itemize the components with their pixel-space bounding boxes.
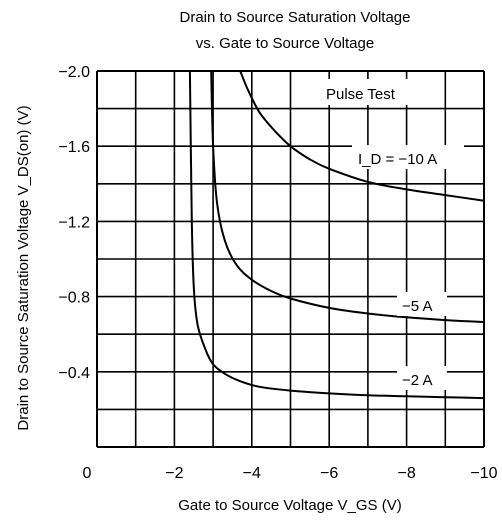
series-label-bg-2a xyxy=(397,366,447,390)
y-tick-label: −0.8 xyxy=(58,290,90,307)
x-tick-label: −2 xyxy=(165,465,183,482)
x-tick-label: −10 xyxy=(470,465,497,482)
y-axis-label: Drain to Source Saturation Voltage V_DS(… xyxy=(15,105,32,430)
x-tick-label: −8 xyxy=(397,465,415,482)
curve-id-2a xyxy=(188,70,485,400)
series-label-10a: I_D = −10 A xyxy=(358,151,437,168)
y-tick-label: −1.6 xyxy=(58,139,90,156)
series-lines xyxy=(188,70,485,400)
chart-subtitle: vs. Gate to Source Voltage xyxy=(196,35,374,52)
y-tick-label: −2.0 xyxy=(58,64,90,81)
chart-title: Drain to Source Saturation Voltage xyxy=(180,9,411,26)
pulse-test-annotation: Pulse Test xyxy=(326,86,396,103)
x-tick-label: −4 xyxy=(243,465,261,482)
x-tick-label: −6 xyxy=(320,465,338,482)
x-tick-labels: 0 −2 −4 −6 −8 −10 xyxy=(83,465,498,482)
series-label-2a: −2 A xyxy=(402,372,432,389)
y-tick-label: −0.4 xyxy=(58,365,90,382)
pulse-test-label-bg xyxy=(320,79,432,105)
curve-id-10a xyxy=(239,70,485,202)
series-label-bg-10a xyxy=(352,145,464,169)
series-label-5a: −5 A xyxy=(402,298,432,315)
x-tick-label: 0 xyxy=(83,465,92,482)
x-axis-label: Gate to Source Voltage V_GS (V) xyxy=(178,497,401,514)
curve-id-5a xyxy=(210,70,485,323)
series-label-bg-5a xyxy=(397,292,447,316)
y-tick-labels: −0.4 −0.8 −1.2 −1.6 −2.0 xyxy=(58,64,90,382)
y-tick-label: −1.2 xyxy=(58,214,90,231)
